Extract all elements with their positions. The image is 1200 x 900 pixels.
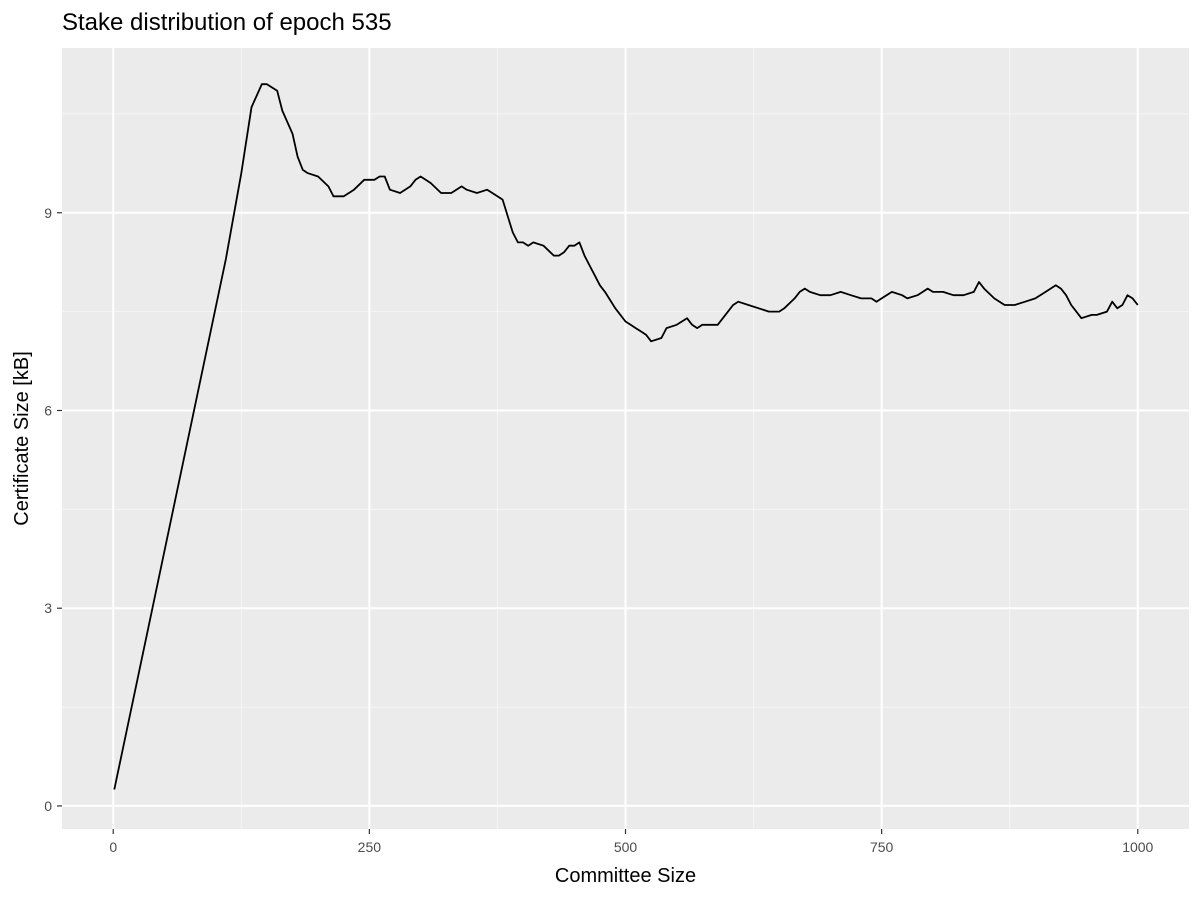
y-tick-label: 0 <box>44 798 52 814</box>
series-line-0 <box>113 83 1139 790</box>
y-axis-title: Certificate Size [kB] <box>11 351 33 526</box>
x-tick-labels: 0 250 500 750 1000 <box>109 839 1153 855</box>
x-tick-label: 250 <box>358 839 382 855</box>
x-tick-label: 750 <box>870 839 894 855</box>
y-tick-label: 9 <box>44 205 52 221</box>
major-gridlines <box>62 48 1189 829</box>
axis-ticks <box>57 212 1139 834</box>
y-tick-labels: 0 3 6 9 <box>44 205 52 814</box>
x-tick-label: 500 <box>614 839 638 855</box>
y-tick-label: 6 <box>44 402 52 418</box>
y-tick-label: 3 <box>44 600 52 616</box>
x-tick-label: 0 <box>109 839 117 855</box>
x-axis-title: Committee Size <box>555 865 696 887</box>
series-layer <box>113 83 1139 790</box>
x-tick-label: 1000 <box>1122 839 1153 855</box>
chart-title: Stake distribution of epoch 535 <box>62 9 392 36</box>
